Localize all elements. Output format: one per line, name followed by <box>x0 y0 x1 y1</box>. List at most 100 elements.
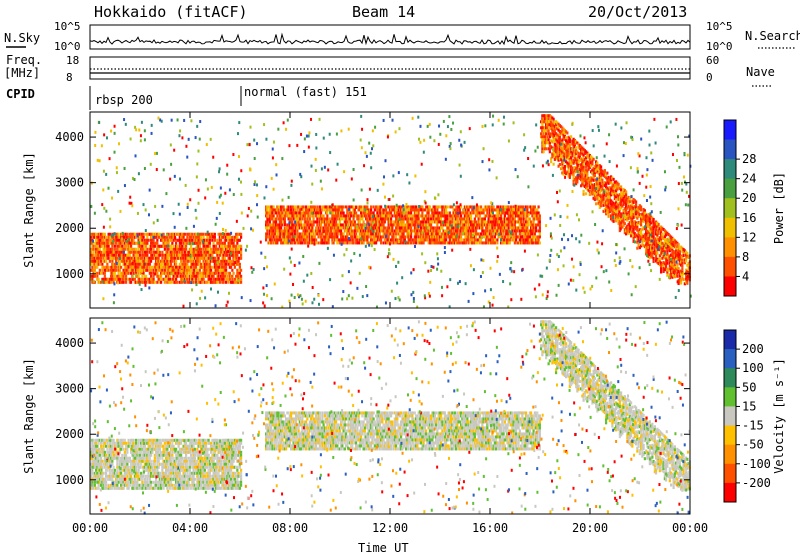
power-cell <box>134 233 136 236</box>
power-cell <box>219 263 221 266</box>
power-cell <box>335 220 337 223</box>
power-cell <box>100 251 102 254</box>
power-cell <box>135 248 137 251</box>
power-cell <box>350 214 352 217</box>
power-cell <box>404 235 406 238</box>
power-cell <box>239 272 241 275</box>
power-cell <box>390 217 392 220</box>
power-cell <box>300 223 302 226</box>
power-cell <box>141 245 143 248</box>
power-cell <box>545 132 547 135</box>
power-cell <box>134 278 136 281</box>
power-cell <box>681 265 683 268</box>
power-cell <box>230 260 232 263</box>
power-cell <box>384 220 386 223</box>
power-cell <box>128 269 130 272</box>
power-cell <box>174 257 176 260</box>
power-cell <box>591 163 593 166</box>
power-cell <box>411 217 413 220</box>
power-cell <box>520 217 522 220</box>
power-cell <box>465 241 467 244</box>
power-cell <box>486 232 488 235</box>
power-cell <box>353 241 355 244</box>
power-cell <box>175 242 177 245</box>
power-cell <box>280 220 282 223</box>
power-cell <box>498 205 500 208</box>
power-cell <box>188 260 190 263</box>
power-cell <box>488 217 490 220</box>
power-cell <box>94 269 96 272</box>
power-cell <box>118 248 120 251</box>
power-cell <box>343 205 345 208</box>
power-cell <box>230 266 232 269</box>
power-cell <box>565 136 567 139</box>
power-cell <box>539 229 541 232</box>
power-cell <box>341 208 343 211</box>
power-cell <box>586 185 588 188</box>
power-cell <box>218 272 220 275</box>
power-cell <box>320 235 322 238</box>
nsearch-label: N.Search <box>745 29 800 43</box>
power-cell <box>480 205 482 208</box>
power-cell <box>539 217 541 220</box>
power-cell <box>375 232 377 235</box>
power-cell <box>410 226 412 229</box>
power-cell <box>191 278 193 281</box>
power-cell <box>476 226 478 229</box>
power-cell <box>291 220 293 223</box>
power-cell <box>531 232 533 235</box>
power-cell <box>224 257 226 260</box>
power-cell <box>494 235 496 238</box>
power-cell <box>313 214 315 217</box>
power-cell <box>303 208 305 211</box>
power-cell <box>168 242 170 245</box>
power-cell <box>429 281 431 284</box>
power-cell <box>216 254 218 257</box>
power-cell <box>153 278 155 281</box>
power-cell <box>239 266 241 269</box>
power-cell <box>479 214 481 217</box>
power-cell <box>301 241 303 244</box>
power-cell <box>224 242 226 245</box>
power-cell <box>240 236 242 239</box>
power-cell <box>314 205 316 208</box>
power-cell <box>470 232 472 235</box>
power-cell <box>385 208 387 211</box>
power-cell <box>154 245 156 248</box>
power-cell <box>125 281 127 284</box>
power-cell <box>466 211 468 214</box>
power-cell <box>195 278 197 281</box>
power-cell <box>240 254 242 257</box>
power-cell <box>441 211 443 214</box>
power-cell <box>599 182 601 185</box>
power-cell <box>306 235 308 238</box>
power-cell <box>193 281 195 284</box>
power-cell <box>485 214 487 217</box>
power-cell <box>416 229 418 232</box>
power-cell <box>571 155 573 158</box>
power-cell <box>93 251 95 254</box>
power-cell <box>119 278 121 281</box>
power-cell <box>653 230 655 233</box>
power-cell <box>276 232 278 235</box>
power-cell <box>308 211 310 214</box>
power-cell <box>111 245 113 248</box>
power-cell <box>485 238 487 241</box>
power-cell <box>295 211 297 214</box>
power-cell <box>280 238 282 241</box>
power-cell <box>388 223 390 226</box>
power-cell <box>184 260 186 263</box>
power-cell <box>539 235 541 238</box>
power-cell <box>436 238 438 241</box>
power-cell <box>238 260 240 263</box>
power-cell <box>160 275 162 278</box>
power-cell <box>190 269 192 272</box>
nsearch-tick-top: 10^5 <box>706 20 733 33</box>
power-cell <box>211 239 213 242</box>
power-cell <box>306 217 308 220</box>
power-cell <box>156 242 158 245</box>
power-cell <box>465 232 467 235</box>
power-cell <box>520 220 522 223</box>
power-cell <box>173 275 175 278</box>
